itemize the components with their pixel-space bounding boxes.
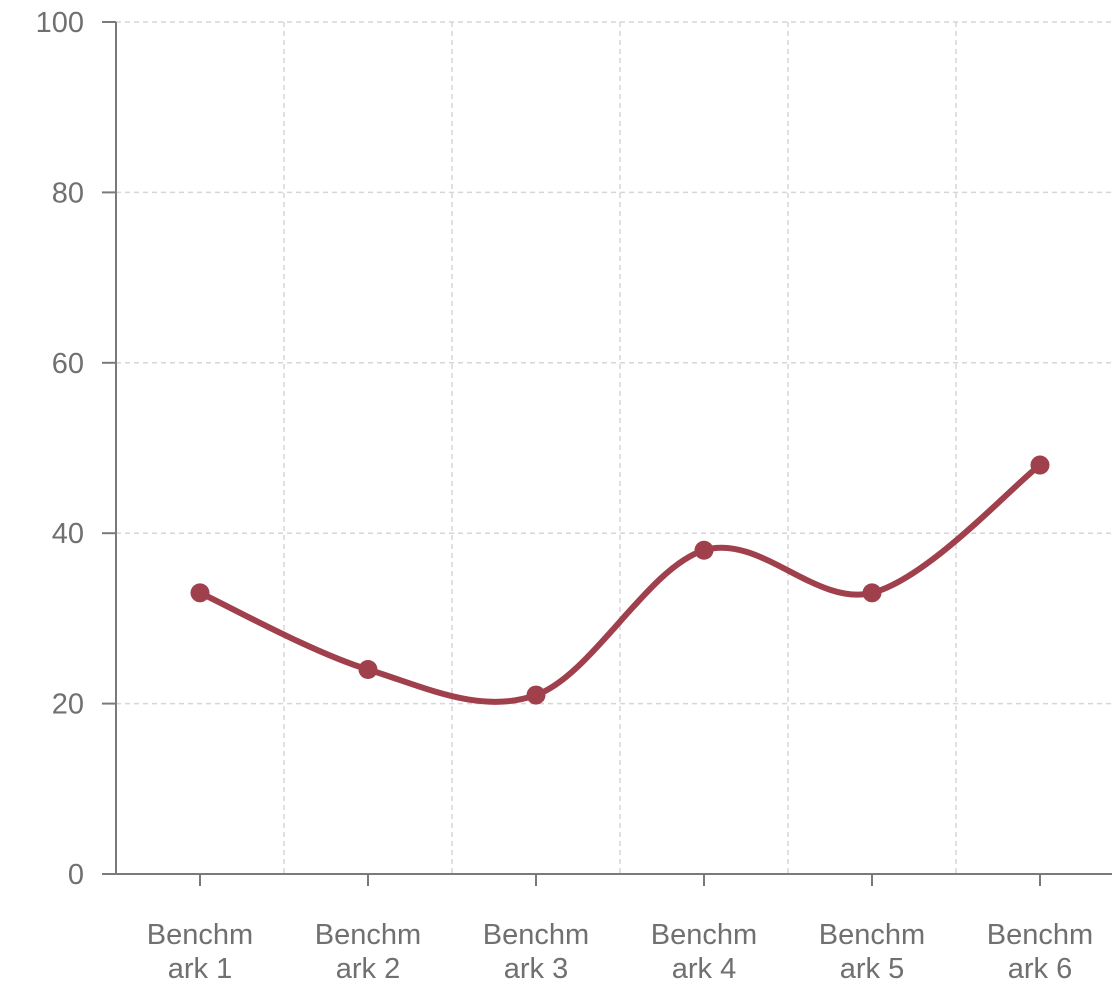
data-point	[1030, 455, 1050, 475]
data-point	[694, 540, 714, 560]
x-tick-label: Benchm ark 1	[147, 919, 253, 985]
horizontal-grid-lines	[116, 21, 1112, 705]
x-tick-label: Benchm ark 5	[819, 919, 925, 985]
x-tick-label: Benchm ark 6	[987, 919, 1093, 985]
data-point	[190, 583, 210, 603]
y-tick-label: 40	[52, 518, 84, 550]
x-axis-ticks: Benchm ark 1 Benchm ark 2 Benchm ark 3 Benchm a…	[147, 874, 1093, 985]
y-tick-label: 0	[68, 859, 84, 891]
x-tick-label: Benchm ark 3	[483, 919, 589, 985]
series-layer	[190, 455, 1050, 705]
data-point	[526, 685, 546, 705]
data-point	[358, 660, 378, 680]
y-tick-label: 100	[36, 7, 84, 39]
x-tick-label: Benchm ark 4	[651, 919, 757, 985]
data-point	[862, 583, 882, 603]
y-tick-label: 20	[52, 689, 84, 721]
y-axis-ticks: 0 20 40 60 80 100	[36, 7, 116, 891]
vertical-grid-lines	[283, 22, 957, 874]
x-tick-label: Benchm ark 2	[315, 919, 421, 985]
y-tick-label: 80	[52, 177, 84, 209]
series-line	[197, 462, 1043, 705]
y-tick-label: 60	[52, 348, 84, 380]
